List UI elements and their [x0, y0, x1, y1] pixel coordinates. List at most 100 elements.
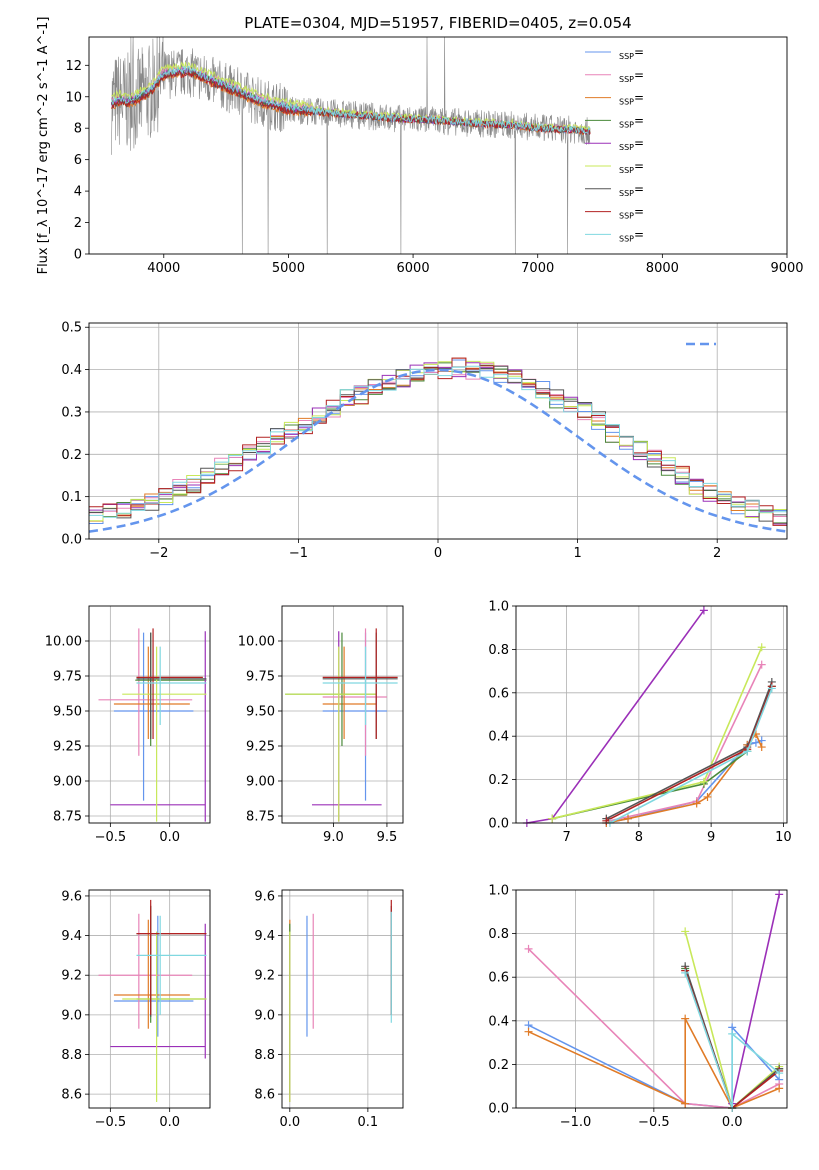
x-tick-label: 4000 [147, 261, 180, 276]
y-tick-label: 8.6 [254, 1088, 275, 1103]
legend-equals: = [634, 159, 644, 173]
x-tick-label: −1 [289, 546, 308, 561]
legend-entry: SSP= [619, 136, 644, 152]
y-tick-label: 9.75 [246, 670, 275, 685]
y-tick-label: 0.3 [61, 405, 82, 420]
x-tick-label: 8 [635, 830, 643, 845]
weight-point-marker [524, 944, 533, 953]
mass-vs-ebv-panel: 0.0 0.1 8.6 8.8 9.0 9.2 9.4 9.6 [254, 889, 404, 1130]
y-tick-label: 9.25 [53, 740, 82, 755]
y-tick-label: 8.75 [246, 810, 275, 825]
legend-equals: = [634, 136, 644, 150]
x-tick-label: −1.0 [560, 1115, 592, 1130]
y-tick-label: 0.4 [61, 363, 82, 378]
legend-entry: SSP= [619, 227, 644, 243]
y-tick-label: 8.75 [53, 810, 82, 825]
y-tick-label: 9.00 [246, 775, 275, 790]
x-tick-label: 9.0 [323, 830, 344, 845]
y-tick-label: 0.2 [61, 448, 82, 463]
axes-frame [515, 889, 788, 1109]
x-tick-label: −2 [149, 546, 168, 561]
weight-vs-z-panel: −1.0 −0.5 0.0 0.0 0.2 0.4 0.6 0.8 1.0 [488, 884, 788, 1130]
y-tick-label: 0.8 [488, 643, 509, 658]
y-tick-label: 0.0 [488, 1102, 509, 1117]
y-tick-label: 10.00 [45, 635, 82, 650]
weight-vs-age-panel: 7 8 9 10 0.0 0.2 0.4 0.6 0.8 1.0 [488, 600, 791, 846]
normal-curve-line [88, 368, 788, 533]
weight-point-marker [524, 1027, 533, 1036]
age-vs-z-panel: −0.5 0.0 8.75 9.00 9.25 9.50 9.75 10.00 [45, 605, 211, 845]
legend-equals: = [634, 91, 644, 105]
weight-point-marker [699, 777, 708, 786]
legend-equals: = [634, 182, 644, 196]
y-tick-label: 0.5 [61, 321, 82, 336]
residuals-panel: −2 −1 0 1 2 0.0 0.1 0.2 0.3 0.4 0.5 [61, 321, 788, 561]
legend-entry: SSP= [619, 182, 644, 198]
x-tick-label: 9.5 [377, 830, 398, 845]
y-tick-label: 0.0 [488, 817, 509, 832]
y-tick-label: 0.8 [488, 927, 509, 942]
weight-series-line [731, 894, 780, 1104]
y-tick-label: 9.0 [61, 1008, 82, 1023]
y-tick-label: 8.8 [61, 1048, 82, 1063]
y-tick-label: 9.6 [61, 889, 82, 904]
legend-equals: = [634, 113, 644, 127]
spectrum-legend: SSP=SSP=SSP=SSP=SSP=SSP=SSP=SSP=SSP= [585, 45, 644, 243]
x-tick-label: 10 [775, 830, 792, 845]
x-tick-label: 0.0 [159, 1115, 180, 1130]
x-tick-label: −0.5 [638, 1115, 670, 1130]
y-tick-label: 0.6 [488, 971, 509, 986]
y-tick-label: 9.6 [254, 889, 275, 904]
weight-point-marker [767, 684, 776, 693]
weight-point-marker [548, 814, 557, 823]
legend-subscript: SSP [619, 189, 634, 198]
x-tick-label: −0.5 [95, 830, 127, 845]
weight-point-marker [703, 792, 712, 801]
legend-equals: = [634, 45, 644, 59]
y-tick-label: 9.0 [254, 1008, 275, 1023]
figure-title: PLATE=0304, MJD=51957, FIBERID=0405, z=0… [244, 14, 631, 32]
y-tick-label: 8.8 [254, 1048, 275, 1063]
legend-entry: SSP= [619, 68, 644, 84]
legend-entry: SSP= [619, 113, 644, 129]
weight-point-marker [743, 747, 752, 756]
weight-point-marker [728, 1029, 737, 1038]
y-tick-label: 9.75 [53, 670, 82, 685]
y-tick-label: 12 [65, 59, 82, 74]
y-tick-label: 0.0 [61, 533, 82, 548]
weight-point-marker [624, 814, 633, 823]
y-tick-label: 0.4 [488, 1014, 509, 1029]
y-tick-label: 4 [74, 185, 82, 200]
y-axis-label: Flux [f_λ 10^-17 erg cm^-2 s^-1 A^-1] [36, 17, 51, 275]
age-vs-mass-panel: 9.0 9.5 8.75 9.00 9.25 9.50 9.75 10.00 [238, 605, 404, 845]
weight-series-line [527, 948, 780, 1109]
axes-frame [88, 889, 211, 1109]
y-tick-label: 9.4 [254, 929, 275, 944]
x-tick-label: 8000 [646, 261, 679, 276]
x-tick-label: 7000 [521, 261, 554, 276]
legend-entry: SSP= [619, 91, 644, 107]
y-tick-label: 0.6 [488, 686, 509, 701]
y-tick-label: 8 [74, 122, 82, 137]
x-tick-label: 9000 [770, 261, 803, 276]
legend-subscript: SSP [619, 120, 634, 129]
y-tick-label: 1.0 [488, 600, 509, 615]
legend-subscript: SSP [619, 212, 634, 221]
x-tick-label: 9 [707, 830, 715, 845]
x-tick-label: −0.5 [95, 1115, 127, 1130]
x-tick-label: 0.0 [159, 830, 180, 845]
legend-subscript: SSP [619, 166, 634, 175]
x-tick-label: 5000 [272, 261, 305, 276]
x-tick-label: 2 [713, 546, 721, 561]
legend-subscript: SSP [619, 234, 634, 243]
y-tick-label: 10 [65, 90, 82, 105]
weight-point-marker [681, 1014, 690, 1023]
residual-histogram-step [89, 365, 787, 529]
y-tick-label: 0.4 [488, 730, 509, 745]
axes-frame [515, 605, 788, 824]
weight-point-marker [775, 1069, 784, 1078]
x-tick-label: 0.0 [722, 1115, 743, 1130]
legend-subscript: SSP [619, 143, 634, 152]
x-tick-label: 1 [573, 546, 581, 561]
